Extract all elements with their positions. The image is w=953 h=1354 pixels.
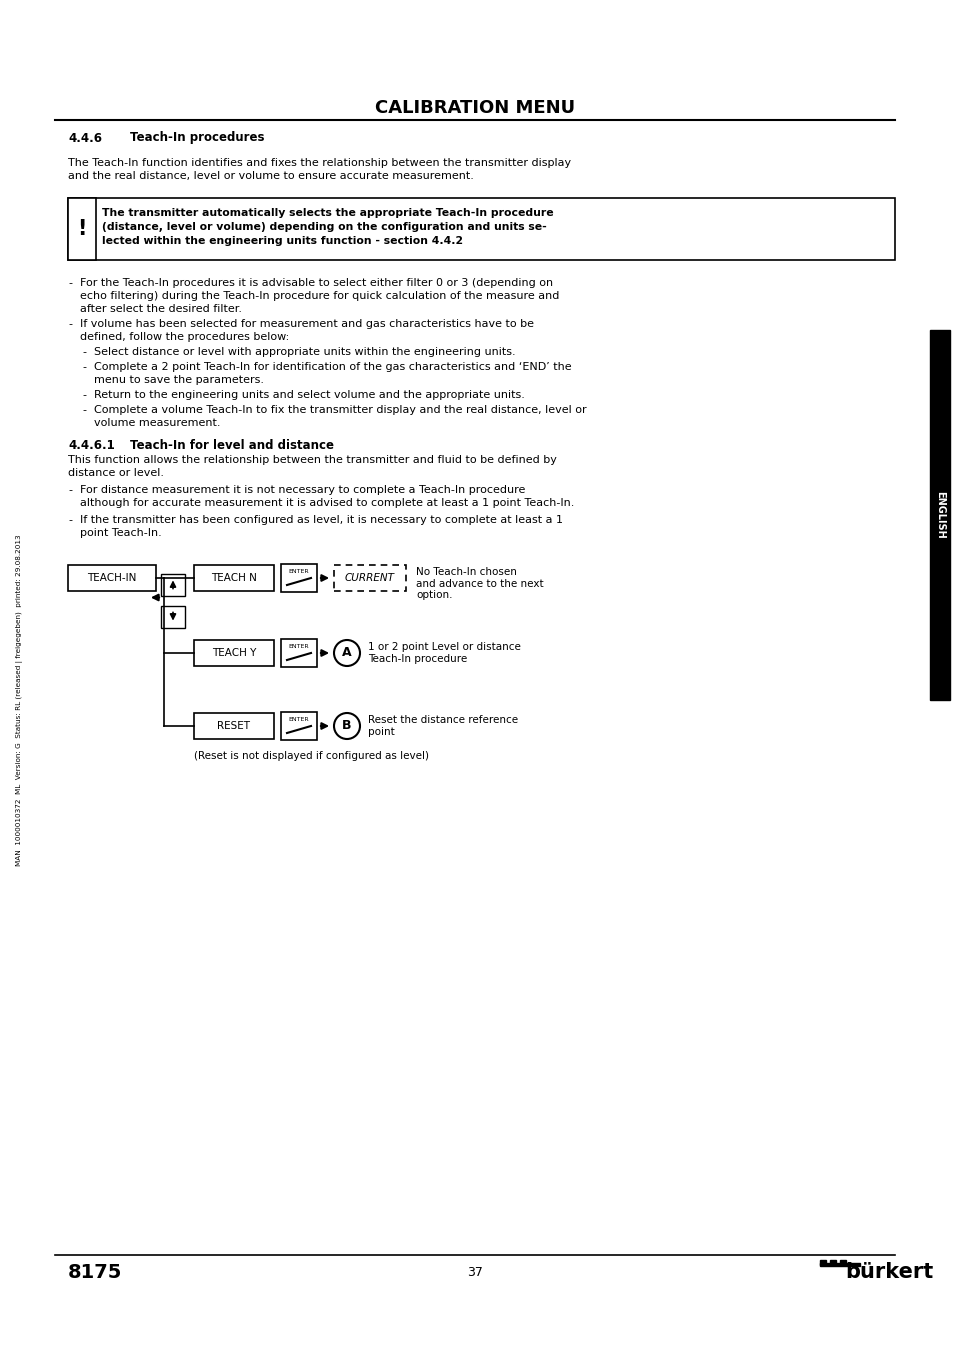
Text: -: -	[68, 485, 71, 496]
Text: bürkert: bürkert	[844, 1262, 932, 1282]
Bar	[840, 1261, 845, 1265]
Circle shape	[334, 714, 359, 739]
FancyBboxPatch shape	[281, 712, 316, 741]
Text: 37: 37	[467, 1266, 482, 1278]
Text: ENTER: ENTER	[289, 718, 309, 723]
Text: Teach-In procedures: Teach-In procedures	[130, 131, 264, 145]
Circle shape	[334, 640, 359, 666]
Text: point Teach-In.: point Teach-In.	[80, 528, 162, 538]
Bar	[820, 1263, 859, 1266]
FancyBboxPatch shape	[161, 605, 185, 627]
Text: (distance, level or volume) depending on the configuration and units se-: (distance, level or volume) depending on…	[102, 222, 546, 232]
Bar	[68, 198, 96, 260]
Bar	[820, 1261, 825, 1265]
Text: If volume has been selected for measurement and gas characteristics have to be: If volume has been selected for measurem…	[80, 320, 534, 329]
Text: Reset the distance reference
point: Reset the distance reference point	[368, 715, 517, 737]
Text: after select the desired filter.: after select the desired filter.	[80, 305, 242, 314]
Text: This function allows the relationship between the transmitter and fluid to be de: This function allows the relationship be…	[68, 455, 557, 464]
Text: although for accurate measurement it is advised to complete at least a 1 point T: although for accurate measurement it is …	[80, 498, 574, 508]
Text: (Reset is not displayed if configured as level): (Reset is not displayed if configured as…	[193, 751, 429, 761]
Text: CALIBRATION MENU: CALIBRATION MENU	[375, 99, 575, 116]
Text: -: -	[68, 278, 71, 288]
Text: MAN  1000010372  ML  Version: G  Status: RL (released | freigegeben)  printed: 2: MAN 1000010372 ML Version: G Status: RL …	[16, 535, 24, 865]
Text: menu to save the parameters.: menu to save the parameters.	[94, 375, 264, 385]
Text: -: -	[82, 347, 86, 357]
Text: B: B	[342, 719, 352, 733]
Text: The transmitter automatically selects the appropriate Teach-In procedure: The transmitter automatically selects th…	[102, 209, 553, 218]
Text: Complete a 2 point Teach-In for identification of the gas characteristics and ‘E: Complete a 2 point Teach-In for identifi…	[94, 362, 571, 372]
Text: ENTER: ENTER	[289, 645, 309, 650]
Text: 1 or 2 point Level or distance
Teach-In procedure: 1 or 2 point Level or distance Teach-In …	[368, 642, 520, 663]
Text: For distance measurement it is not necessary to complete a Teach-In procedure: For distance measurement it is not neces…	[80, 485, 525, 496]
FancyBboxPatch shape	[161, 574, 185, 596]
FancyBboxPatch shape	[281, 565, 316, 592]
Text: The Teach-In function identifies and fixes the relationship between the transmit: The Teach-In function identifies and fix…	[68, 158, 571, 168]
Text: Return to the engineering units and select volume and the appropriate units.: Return to the engineering units and sele…	[94, 390, 524, 399]
Text: 8175: 8175	[68, 1262, 122, 1281]
Text: For the Teach-In procedures it is advisable to select either filter 0 or 3 (depe: For the Teach-In procedures it is advisa…	[80, 278, 553, 288]
Text: ENTER: ENTER	[289, 570, 309, 574]
FancyBboxPatch shape	[193, 640, 274, 666]
Bar	[829, 1261, 835, 1265]
FancyBboxPatch shape	[193, 565, 274, 590]
Bar	[929, 330, 949, 700]
Text: echo filtering) during the Teach-In procedure for quick calculation of the measu: echo filtering) during the Teach-In proc…	[80, 291, 558, 301]
Text: and the real distance, level or volume to ensure accurate measurement.: and the real distance, level or volume t…	[68, 171, 474, 181]
Text: distance or level.: distance or level.	[68, 468, 164, 478]
Text: No Teach-In chosen
and advance to the next
option.: No Teach-In chosen and advance to the ne…	[416, 567, 543, 600]
Text: -: -	[68, 515, 71, 525]
FancyBboxPatch shape	[68, 565, 156, 590]
FancyBboxPatch shape	[193, 714, 274, 739]
Text: -: -	[82, 405, 86, 414]
Text: 4.4.6.1: 4.4.6.1	[68, 439, 114, 452]
Text: lected within the engineering units function - section 4.4.2: lected within the engineering units func…	[102, 236, 462, 246]
Text: 4.4.6: 4.4.6	[68, 131, 102, 145]
Text: A: A	[342, 646, 352, 659]
Text: !: !	[77, 219, 87, 240]
Text: -: -	[82, 362, 86, 372]
Text: defined, follow the procedures below:: defined, follow the procedures below:	[80, 332, 289, 343]
Text: volume measurement.: volume measurement.	[94, 418, 220, 428]
Text: ENGLISH: ENGLISH	[934, 492, 944, 539]
Text: If the transmitter has been configured as level, it is necessary to complete at : If the transmitter has been configured a…	[80, 515, 562, 525]
Text: TEACH-IN: TEACH-IN	[88, 573, 136, 584]
Text: Teach-In for level and distance: Teach-In for level and distance	[130, 439, 334, 452]
Text: -: -	[68, 320, 71, 329]
Text: Select distance or level with appropriate units within the engineering units.: Select distance or level with appropriat…	[94, 347, 515, 357]
Text: TEACH Y: TEACH Y	[212, 649, 256, 658]
Text: TEACH N: TEACH N	[211, 573, 256, 584]
Text: CURRENT: CURRENT	[345, 573, 395, 584]
FancyBboxPatch shape	[281, 639, 316, 668]
Text: Complete a volume Teach-In to fix the transmitter display and the real distance,: Complete a volume Teach-In to fix the tr…	[94, 405, 586, 414]
Text: RESET: RESET	[217, 720, 251, 731]
Bar	[68, 198, 894, 260]
Bar	[334, 565, 406, 590]
Text: -: -	[82, 390, 86, 399]
